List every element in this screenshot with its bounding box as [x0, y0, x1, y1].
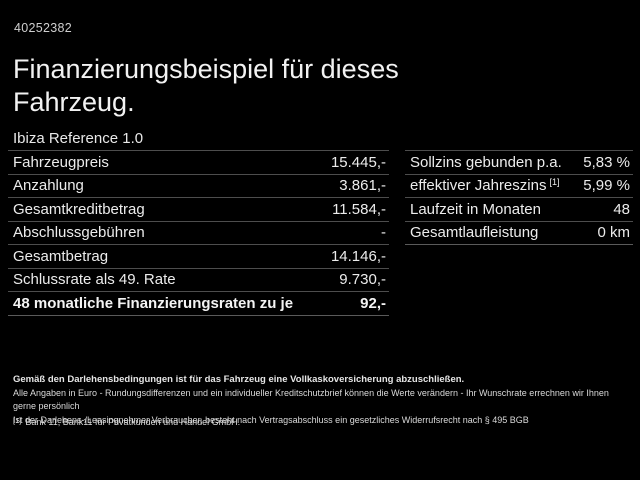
table-row-anzahlung: Anzahlung 3.861,-: [8, 173, 389, 198]
table-row-monatsrate: 48 monatliche Finanzierungsraten zu je 9…: [8, 291, 389, 316]
footnote-ref-icon: [1]: [549, 177, 560, 188]
table-row-sollzins: Sollzins gebunden p.a. 5,83 %: [405, 150, 633, 174]
row-label: Schlussrate als 49. Rate: [13, 271, 176, 289]
row-value: 48: [613, 200, 630, 218]
row-value: -: [381, 224, 386, 242]
row-value: 92,-: [360, 294, 386, 312]
row-value: 11.584,-: [332, 200, 386, 218]
table-row-abschlussgebuehren: Abschlussgebühren -: [8, 220, 389, 245]
vehicle-id: 40252382: [14, 21, 73, 35]
row-label: Anzahlung: [13, 177, 84, 195]
row-value: 15.445,-: [330, 153, 386, 171]
fine-print-insurance-note: Gemäß den Darlehensbedingungen ist für d…: [13, 374, 465, 385]
bank-footnote: [1] Bank 11, Bank11 für Privatkunden und …: [13, 416, 241, 427]
row-label: Gesamtbetrag: [13, 247, 109, 265]
row-value: 9.730,-: [339, 271, 386, 289]
fine-print-block: Gemäß den Darlehensbedingungen ist für d…: [13, 373, 625, 427]
row-value: 14.146,-: [330, 247, 386, 265]
row-label: Abschlussgebühren: [13, 224, 145, 242]
row-label: 48 monatliche Finanzierungsraten zu je: [13, 294, 294, 312]
table-row-fahrzeugpreis: Fahrzeugpreis 15.445,-: [8, 150, 389, 174]
finance-table: Fahrzeugpreis 15.445,- Anzahlung 3.861,-…: [8, 150, 389, 316]
table-row-gesamtkreditbetrag: Gesamtkreditbetrag 11.584,-: [8, 197, 389, 221]
table-row-gesamtlaufleistung: Gesamtlaufleistung 0 km: [405, 220, 633, 245]
vehicle-model-subtitle: Ibiza Reference 1.0: [13, 130, 144, 147]
row-label: Fahrzeugpreis: [13, 153, 109, 171]
table-row-laufzeit: Laufzeit in Monaten 48: [405, 197, 633, 221]
row-value: 5,99 %: [583, 177, 630, 195]
row-label: Gesamtkreditbetrag: [13, 200, 145, 218]
conditions-table: Sollzins gebunden p.a. 5,83 % effektiver…: [405, 150, 633, 245]
fine-print-disclaimer-line2: Ist der Darlehens-/Leasingnehmer Verbrau…: [13, 414, 529, 425]
row-value: 0 km: [597, 224, 630, 242]
row-label: effektiver Jahreszins [1]: [410, 177, 559, 194]
table-row-gesamtbetrag: Gesamtbetrag 14.146,-: [8, 244, 389, 268]
fine-print-disclaimer-line1: Alle Angaben in Euro - Rundungsdifferenz…: [13, 387, 609, 412]
row-label: Gesamtlaufleistung: [410, 224, 539, 242]
footnote-marker: [1]: [13, 416, 22, 425]
row-label-text: effektiver Jahreszins: [410, 177, 547, 195]
table-row-schlussrate: Schlussrate als 49. Rate 9.730,-: [8, 267, 389, 292]
row-value: 5,83 %: [583, 153, 630, 171]
row-value: 3.861,-: [339, 177, 386, 195]
row-label: Sollzins gebunden p.a.: [410, 153, 562, 171]
row-label: Laufzeit in Monaten: [410, 200, 541, 218]
table-row-effektiver-jahreszins: effektiver Jahreszins [1] 5,99 %: [405, 173, 633, 198]
footnote-text: Bank 11, Bank11 für Privatkunden und Han…: [25, 417, 241, 427]
page-title: Finanzierungsbeispiel für dieses Fahrzeu…: [13, 54, 399, 117]
